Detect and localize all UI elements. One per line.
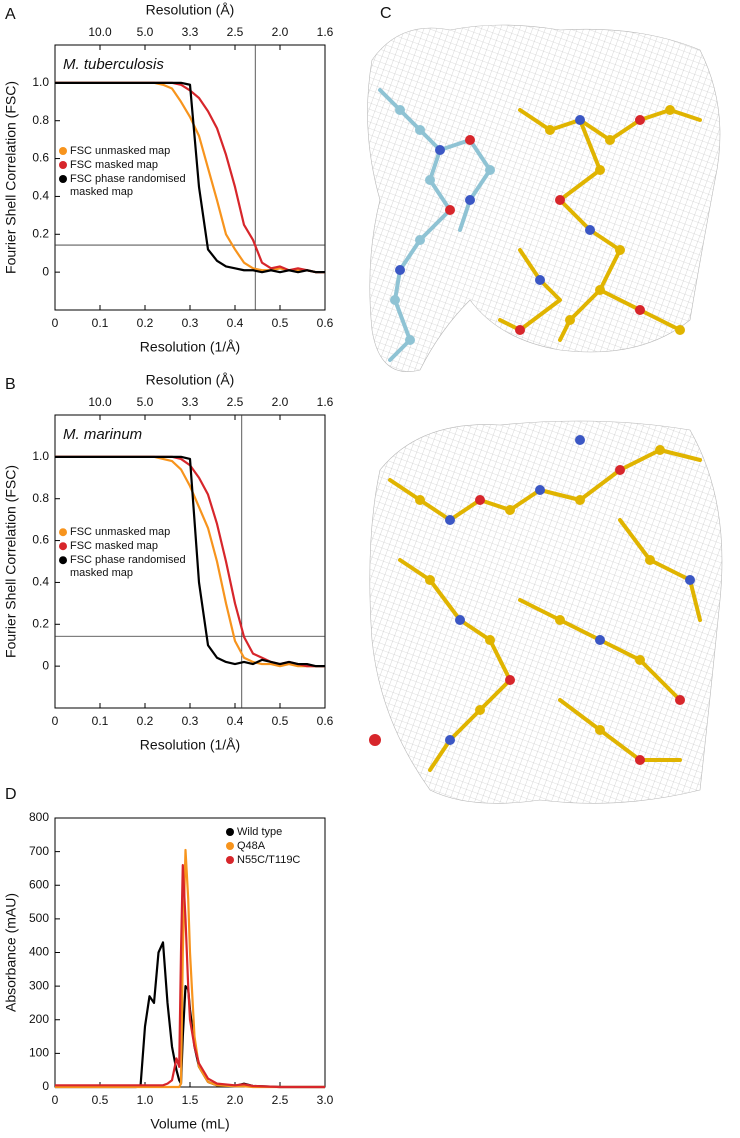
y-tick-label: 800 <box>29 810 49 824</box>
legend-marker <box>59 161 67 169</box>
x-tick-label: 0.5 <box>92 1093 109 1107</box>
atoms <box>390 105 685 345</box>
y-tick-label: 200 <box>29 1012 49 1026</box>
legend-text: FSC masked map <box>70 159 158 171</box>
x-tick-label: 0.5 <box>272 714 289 728</box>
y-tick-label: 300 <box>29 978 49 992</box>
x2-tick-label: 5.0 <box>137 395 154 409</box>
x2-tick-label: 1.6 <box>317 395 334 409</box>
y-tick-label: 0.2 <box>32 616 49 630</box>
x-tick-label: 1.0 <box>137 1093 154 1107</box>
y-tick-label: 400 <box>29 945 49 959</box>
y-axis-title: Absorbance (mAU) <box>3 893 19 1012</box>
x-tick-label: 0.3 <box>182 316 199 330</box>
x-tick-label: 0 <box>52 714 59 728</box>
y-tick-label: 0.4 <box>32 189 49 203</box>
legend-text: N55C/T119C <box>237 854 300 866</box>
legend-text: FSC phase randomised masked map <box>70 173 189 198</box>
legend-marker <box>59 175 67 183</box>
y-tick-label: 0.6 <box>32 151 49 165</box>
structure-top <box>367 24 721 372</box>
legend-text: Q48A <box>237 840 266 852</box>
y-tick-label: 0.2 <box>32 226 49 240</box>
x-tick-label: 0.1 <box>92 316 109 330</box>
series-line <box>55 848 325 1089</box>
chart-title: M. marinum <box>63 426 142 443</box>
structure-bottom <box>369 420 723 804</box>
panel-label: C <box>380 5 392 22</box>
y-tick-label: 100 <box>29 1046 49 1060</box>
x2-tick-label: 1.6 <box>317 25 334 39</box>
x-axis-title: Resolution (1/Å) <box>140 339 240 355</box>
panel-label: D <box>5 786 17 803</box>
x-tick-label: 0.2 <box>137 714 154 728</box>
x-tick-label: 0.1 <box>92 714 109 728</box>
x2-tick-label: 2.0 <box>272 25 289 39</box>
legend-marker <box>226 842 234 850</box>
x-tick-label: 0.6 <box>317 714 334 728</box>
y-tick-label: 600 <box>29 877 49 891</box>
chart-title: M. tuberculosis <box>63 56 164 73</box>
x-axis-title: Resolution (1/Å) <box>140 737 240 753</box>
legend-text: Wild type <box>237 826 282 838</box>
y-tick-label: 1.0 <box>32 449 49 463</box>
x-tick-label: 2.5 <box>272 1093 289 1107</box>
y-axis-title: Fourier Shell Correlation (FSC) <box>3 81 19 274</box>
legend-text: FSC masked map <box>70 540 158 552</box>
x2-tick-label: 2.5 <box>227 395 244 409</box>
x-tick-label: 2.0 <box>227 1093 244 1107</box>
x-axis-title: Volume (mL) <box>150 1116 229 1132</box>
x-tick-label: 1.5 <box>182 1093 199 1107</box>
y-axis-title: Fourier Shell Correlation (FSC) <box>3 465 19 658</box>
legend-text: FSC phase randomised masked map <box>70 554 189 579</box>
x2-tick-label: 10.0 <box>88 25 112 39</box>
y-tick-label: 500 <box>29 911 49 925</box>
x-tick-label: 0.3 <box>182 714 199 728</box>
x2-tick-label: 10.0 <box>88 395 112 409</box>
x-tick-label: 0.4 <box>227 714 244 728</box>
x-tick-label: 0.2 <box>137 316 154 330</box>
x-tick-label: 0.4 <box>227 316 244 330</box>
y-tick-label: 700 <box>29 844 49 858</box>
legend-marker <box>226 856 234 864</box>
x-tick-label: 0.6 <box>317 316 334 330</box>
legend-marker <box>59 528 67 537</box>
legend-marker <box>59 147 67 155</box>
x2-tick-label: 3.3 <box>182 395 199 409</box>
x2-axis-title: Resolution (Å) <box>146 372 235 388</box>
x-tick-label: 0 <box>52 1093 59 1107</box>
y-tick-label: 0.8 <box>32 113 49 127</box>
x2-tick-label: 5.0 <box>137 25 154 39</box>
y-tick-label: 0.8 <box>32 491 49 505</box>
series-line <box>55 863 325 1089</box>
panel-label: B <box>5 376 16 393</box>
series-line <box>55 81 325 274</box>
x-tick-label: 0 <box>52 316 59 330</box>
y-tick-label: 0 <box>42 658 49 672</box>
legend-marker <box>226 828 234 836</box>
x2-tick-label: 2.5 <box>227 25 244 39</box>
y-tick-label: 0.6 <box>32 533 49 547</box>
panel-label: A <box>5 6 16 23</box>
series-line <box>55 455 325 668</box>
y-tick-label: 1.0 <box>32 75 49 89</box>
y-tick-label: 0 <box>42 264 49 278</box>
x2-axis-title: Resolution (Å) <box>146 2 235 18</box>
x2-tick-label: 2.0 <box>272 395 289 409</box>
y-tick-label: 0 <box>42 1079 49 1093</box>
atoms <box>369 435 695 765</box>
legend-marker <box>59 556 67 565</box>
x-tick-label: 0.5 <box>272 316 289 330</box>
legend-text: FSC unmasked map <box>70 526 170 538</box>
y-tick-label: 0.4 <box>32 575 49 589</box>
x-tick-label: 3.0 <box>317 1093 334 1107</box>
x2-tick-label: 3.3 <box>182 25 199 39</box>
legend-marker <box>59 542 67 551</box>
legend-text: FSC unmasked map <box>70 145 170 157</box>
